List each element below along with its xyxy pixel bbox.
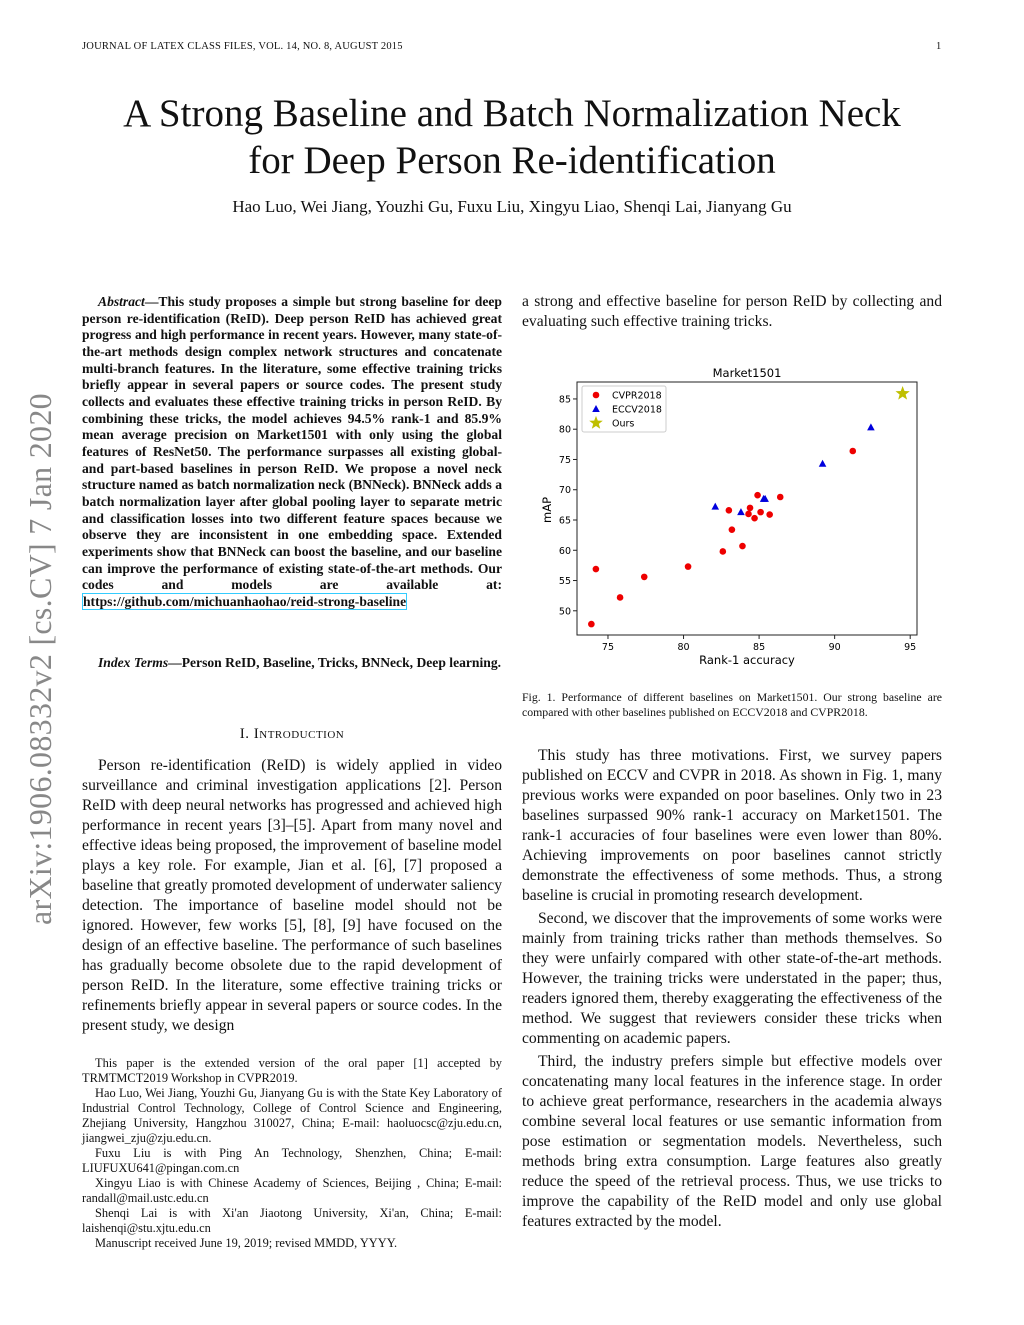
intro-paragraph: Person re-identification (ReID) is widel…	[82, 757, 502, 1034]
data-point-eccv2018	[761, 494, 769, 502]
footnotes: This paper is the extended version of th…	[82, 1056, 502, 1251]
intro-right-column: This study has three motivations. First,…	[522, 746, 942, 1232]
data-point-cvpr2018	[719, 548, 727, 555]
data-point-cvpr2018	[739, 542, 746, 550]
right-intro: a strong and effective baseline for pers…	[522, 292, 942, 332]
data-point-eccv2018	[737, 508, 745, 516]
data-point-cvpr2018	[746, 504, 754, 512]
plot-frame	[576, 381, 918, 636]
data-point-cvpr2018	[776, 493, 784, 501]
x-tick-label: 95	[904, 642, 916, 653]
legend-box	[581, 385, 667, 433]
data-point-eccv2018	[867, 423, 875, 431]
footnote: Xingyu Liao is with Chinese Academy of S…	[82, 1176, 502, 1205]
y-tick-label: 75	[559, 455, 571, 466]
title-line-1: A Strong Baseline and Batch Normalizatio…	[123, 92, 901, 135]
data-point-cvpr2018	[725, 507, 733, 514]
right-intro-paragraph: a strong and effective baseline for pers…	[522, 293, 942, 330]
page-number: 1	[936, 41, 942, 52]
index-terms-label: Index Terms	[98, 655, 169, 670]
abstract-label: Abstract	[98, 294, 145, 309]
abstract: Abstract—This study proposes a simple bu…	[82, 294, 502, 610]
motivation-paragraph-3: Third, the industry prefers simple but e…	[522, 1053, 942, 1230]
footnote: Manuscript received June 19, 2019; revis…	[95, 1236, 398, 1250]
section-heading: I. Introduction	[239, 726, 345, 742]
data-point-eccv2018	[818, 459, 827, 467]
legend-label: Ours	[612, 419, 634, 430]
chart-legend: CVPR2018 ECCV2018 Ours	[581, 385, 667, 433]
legend-marker-eccv2018	[592, 405, 600, 412]
index-terms: Index Terms—Person ReID, Baseline, Trick…	[82, 655, 502, 672]
data-point-cvpr2018	[849, 447, 857, 455]
data-point-eccv2018	[711, 502, 720, 510]
index-terms-text: —Person ReID, Baseline, Tricks, BNNeck, …	[168, 655, 502, 670]
scatter-chart: Market1501 Rank-1 accuracy mAP 75 80 85 90 9…	[540, 366, 918, 667]
running-header: JOURNAL OF LATEX CLASS FILES, VOL. 14, N…	[82, 41, 403, 52]
footnote: Hao Luo, Wei Jiang, Youzhi Gu, Jianyang …	[82, 1086, 502, 1145]
data-point-ours	[895, 386, 910, 400]
y-tick-label: 85	[559, 394, 571, 405]
data-point-cvpr2018	[751, 514, 758, 522]
data-point-cvpr2018	[757, 508, 764, 516]
data-point-cvpr2018	[766, 511, 773, 518]
author-list: Hao Luo, Wei Jiang, Youzhi Gu, Fuxu Liu,…	[232, 197, 792, 216]
data-point-cvpr2018	[592, 565, 600, 573]
legend-marker-cvpr2018	[592, 391, 600, 399]
y-axis-label: mAP	[540, 497, 554, 523]
y-tick-label: 55	[559, 576, 571, 587]
motivation-paragraph-1: This study has three motivations. First,…	[522, 747, 942, 904]
data-point-cvpr2018	[745, 510, 752, 518]
data-point-cvpr2018	[616, 594, 624, 601]
legend-label: ECCV2018	[612, 405, 662, 416]
y-tick-label: 70	[559, 485, 571, 496]
code-link[interactable]: https://github.com/michuanhaohao/reid-st…	[82, 592, 408, 610]
x-tick-label: 85	[753, 642, 765, 653]
title-line-2: for Deep Person Re-identification	[248, 139, 776, 182]
footnote: This paper is the extended version of th…	[82, 1056, 502, 1085]
legend-marker-ours	[589, 415, 603, 429]
abstract-text: —This study proposes a simple but strong…	[82, 294, 502, 593]
footnote: Fuxu Liu is with Ping An Technology, She…	[82, 1146, 502, 1175]
chart-title: Market1501	[713, 366, 782, 380]
data-point-cvpr2018	[684, 563, 692, 570]
data-point-cvpr2018	[588, 620, 595, 628]
data-point-cvpr2018	[728, 526, 736, 533]
arxiv-watermark: arXiv:1906.08332v2 [cs.CV] 7 Jan 2020	[22, 393, 58, 925]
data-point-cvpr2018	[640, 573, 648, 581]
y-tick-label: 80	[559, 425, 571, 436]
x-tick-label: 80	[677, 642, 689, 653]
x-tick-label: 90	[829, 642, 841, 653]
footnote: Shenqi Lai is with Xi'an Jiaotong Univer…	[82, 1206, 502, 1235]
figure-caption: Fig. 1. Performance of different baselin…	[522, 690, 942, 719]
data-point-cvpr2018	[754, 491, 761, 499]
y-tick-label: 60	[559, 546, 571, 557]
x-axis-label: Rank-1 accuracy	[699, 653, 795, 667]
intro-left-column: Person re-identification (ReID) is widel…	[82, 756, 502, 1036]
paper-title: A Strong Baseline and Batch Normalizatio…	[60, 90, 964, 184]
legend-label: CVPR2018	[612, 391, 662, 402]
y-tick-label: 65	[559, 516, 571, 527]
y-tick-label: 50	[559, 606, 571, 617]
x-tick-label: 75	[602, 642, 614, 653]
motivation-paragraph-2: Second, we discover that the improvement…	[522, 910, 942, 1047]
